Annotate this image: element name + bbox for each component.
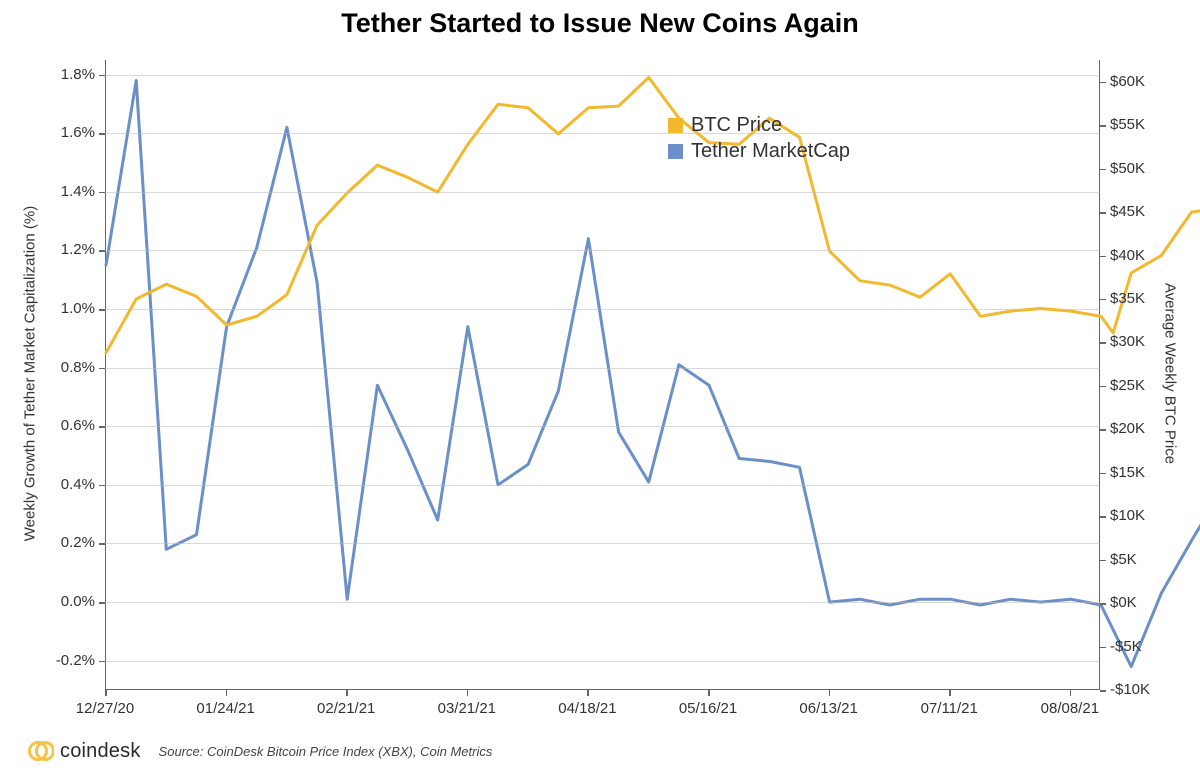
y-right-tick-label: $0K xyxy=(1110,594,1137,611)
x-tick-label: 03/21/21 xyxy=(438,700,496,717)
y-right-tick-label: $10K xyxy=(1110,507,1145,524)
btc-line xyxy=(106,77,1200,352)
y-left-tick-label: 1.0% xyxy=(50,300,95,317)
y-right-tick-label: $50K xyxy=(1110,160,1145,177)
x-tick-label: 12/27/20 xyxy=(76,700,134,717)
gridline xyxy=(105,133,1100,134)
y-right-tick-label: $35K xyxy=(1110,290,1145,307)
gridline xyxy=(105,192,1100,193)
y-axis-left-label: Weekly Growth of Tether Market Capitaliz… xyxy=(22,204,39,544)
x-tick-label: 08/08/21 xyxy=(1041,700,1099,717)
x-tick-label: 05/16/21 xyxy=(679,700,737,717)
chart-title: Tether Started to Issue New Coins Again xyxy=(0,8,1200,39)
coindesk-logo-icon xyxy=(28,738,54,764)
y-right-tick-label: -$10K xyxy=(1110,681,1150,698)
tether-line xyxy=(106,81,1200,667)
legend-label: Tether MarketCap xyxy=(691,140,850,163)
legend-item-tether: Tether MarketCap xyxy=(668,140,850,163)
y-left-tick-label: 1.2% xyxy=(50,241,95,258)
gridline xyxy=(105,543,1100,544)
series-svg xyxy=(106,60,1101,690)
x-tick-label: 01/24/21 xyxy=(196,700,254,717)
y-axis-right-label: Average Weekly BTC Price xyxy=(1162,274,1179,474)
legend-swatch xyxy=(668,118,683,133)
y-right-tick-label: $60K xyxy=(1110,73,1145,90)
gridline xyxy=(105,368,1100,369)
y-left-tick-label: 1.8% xyxy=(50,66,95,83)
y-right-tick-label: $55K xyxy=(1110,116,1145,133)
chart-container: Tether Started to Issue New Coins Again … xyxy=(0,0,1200,774)
legend-swatch xyxy=(668,144,683,159)
x-tick-label: 06/13/21 xyxy=(799,700,857,717)
legend: BTC PriceTether MarketCap xyxy=(668,114,850,166)
y-left-tick-label: 0.6% xyxy=(50,417,95,434)
x-tick-label: 07/11/21 xyxy=(921,700,978,717)
gridline xyxy=(105,426,1100,427)
y-left-tick-label: 1.4% xyxy=(50,183,95,200)
y-right-tick-label: $5K xyxy=(1110,551,1137,568)
gridline xyxy=(105,309,1100,310)
gridline xyxy=(105,250,1100,251)
y-left-tick-label: 0.2% xyxy=(50,534,95,551)
gridline xyxy=(105,485,1100,486)
y-left-tick-label: -0.2% xyxy=(50,652,95,669)
y-right-tick-label: $30K xyxy=(1110,333,1145,350)
y-left-tick-label: 0.0% xyxy=(50,593,95,610)
footer: coindesk Source: CoinDesk Bitcoin Price … xyxy=(28,738,492,764)
gridline xyxy=(105,75,1100,76)
coindesk-logo: coindesk xyxy=(28,738,141,764)
y-right-tick-label: $45K xyxy=(1110,203,1145,220)
plot-area xyxy=(105,60,1100,690)
y-right-tick-label: -$5K xyxy=(1110,638,1142,655)
x-tick-label: 02/21/21 xyxy=(317,700,375,717)
gridline xyxy=(105,602,1100,603)
y-right-tick-label: $25K xyxy=(1110,377,1145,394)
source-text: Source: CoinDesk Bitcoin Price Index (XB… xyxy=(159,744,493,759)
y-right-tick-label: $40K xyxy=(1110,247,1145,264)
y-left-tick-label: 0.4% xyxy=(50,476,95,493)
gridline xyxy=(105,661,1100,662)
coindesk-logo-text: coindesk xyxy=(60,740,141,763)
x-tick-label: 04/18/21 xyxy=(558,700,616,717)
y-right-tick-label: $20K xyxy=(1110,420,1145,437)
y-left-tick-label: 1.6% xyxy=(50,124,95,141)
y-right-tick-label: $15K xyxy=(1110,464,1145,481)
y-left-tick-label: 0.8% xyxy=(50,359,95,376)
